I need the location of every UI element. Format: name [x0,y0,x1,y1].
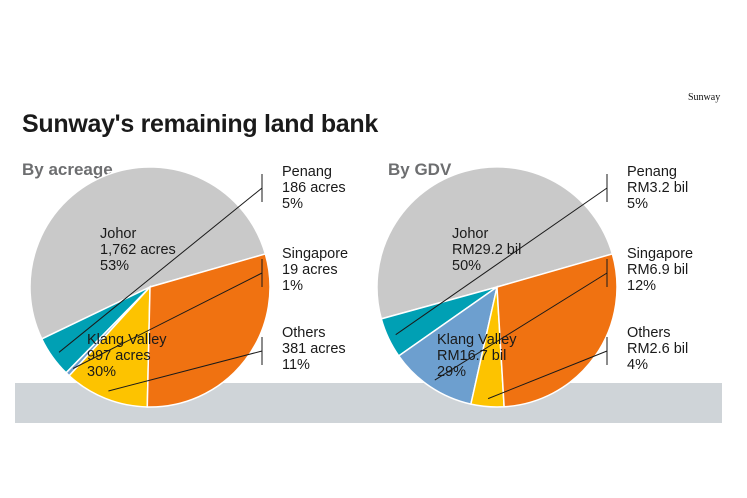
pie-2-title: By GDV [388,160,452,179]
pie-gdv [376,166,618,408]
leader-penang-acreage [58,187,263,353]
label-klang-valley-acreage: Klang Valley 997 acres 30% [87,332,167,380]
label-others-gdv: Others RM2.6 bil 4% [627,325,689,373]
slice-others-acreage [68,285,151,408]
leader-singapore-gdv [434,272,608,381]
chart-title: Sunway's remaining land bank [22,110,378,138]
label-johor-gdv: Johor RM29.2 bil 50% [452,226,522,274]
slice-johor-gdv [376,166,614,320]
leader-penang-gdv [395,187,608,336]
label-klang-valley-gdv: Klang Valley RM16.7 bil 29% [437,332,517,380]
leader-lines [58,174,608,400]
label-penang-gdv: Penang RM3.2 bil 5% [627,164,689,212]
label-others-acreage: Others 381 acres 11% [282,325,346,373]
slice-klang-valley-acreage [146,252,271,408]
pie-1-title: By acreage [22,160,113,179]
label-singapore-acreage: Singapore 19 acres 1% [282,246,349,294]
label-singapore-gdv: Singapore RM6.9 bil 12% [627,246,694,294]
leader-singapore-acreage [72,272,263,369]
leader-others-acreage [108,350,263,392]
slice-singapore-gdv [397,285,499,406]
leader-others-gdv [487,350,608,400]
source-credit: Sunway [688,92,721,103]
label-penang-acreage: Penang 186 acres 5% [282,164,346,212]
label-johor-acreage: Johor 1,762 acres 53% [100,226,176,274]
